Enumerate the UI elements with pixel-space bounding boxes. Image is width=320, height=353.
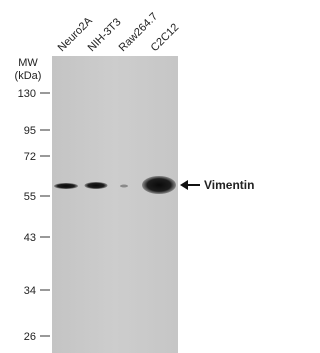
arrow-head [180, 180, 188, 190]
marker-label: 72 [24, 151, 36, 163]
lane-label: C2C12 [149, 21, 182, 54]
marker-label: 26 [24, 331, 36, 343]
marker-label: 43 [24, 232, 36, 244]
band [120, 185, 128, 188]
band [85, 182, 108, 189]
marker-label: 34 [24, 285, 36, 297]
gel [52, 56, 178, 353]
marker-label: 95 [24, 125, 36, 137]
mw-unit: (kDa) [15, 70, 42, 82]
band-label: Vimentin [204, 178, 254, 192]
marker-label: 55 [24, 191, 36, 203]
band [54, 183, 78, 189]
mw-label: MW [18, 57, 38, 69]
marker-label: 130 [18, 88, 36, 100]
band [142, 176, 176, 194]
